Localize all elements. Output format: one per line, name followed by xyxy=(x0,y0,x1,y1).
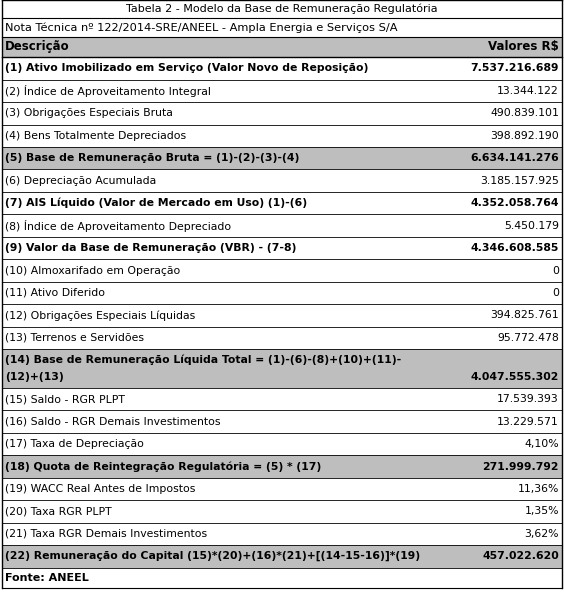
Text: (3) Obrigações Especiais Bruta: (3) Obrigações Especiais Bruta xyxy=(5,108,173,118)
Text: (5) Base de Remuneração Bruta = (1)-(2)-(3)-(4): (5) Base de Remuneração Bruta = (1)-(2)-… xyxy=(5,153,299,163)
Text: 4.352.058.764: 4.352.058.764 xyxy=(470,198,559,208)
Bar xyxy=(2,349,562,388)
Text: (2) Índice de Aproveitamento Integral: (2) Índice de Aproveitamento Integral xyxy=(5,85,211,97)
Text: (1) Ativo Imobilizado em Serviço (Valor Novo de Reposição): (1) Ativo Imobilizado em Serviço (Valor … xyxy=(5,63,368,73)
Text: (13) Terrenos e Servidões: (13) Terrenos e Servidões xyxy=(5,333,144,343)
Text: (9) Valor da Base de Remuneração (VBR) - (7-8): (9) Valor da Base de Remuneração (VBR) -… xyxy=(5,243,296,253)
Text: 17.539.393: 17.539.393 xyxy=(497,394,559,404)
Text: 490.839.101: 490.839.101 xyxy=(490,108,559,118)
Text: 6.634.141.276: 6.634.141.276 xyxy=(470,153,559,163)
Text: Nota Técnica nº 122/2014-SRE/ANEEL - Ampla Energia e Serviços S/A: Nota Técnica nº 122/2014-SRE/ANEEL - Amp… xyxy=(5,22,398,33)
Text: 0: 0 xyxy=(552,288,559,298)
Text: (16) Saldo - RGR Demais Investimentos: (16) Saldo - RGR Demais Investimentos xyxy=(5,417,221,427)
Text: 4,10%: 4,10% xyxy=(525,439,559,449)
Text: (22) Remuneração do Capital (15)*(20)+(16)*(21)+[(14-15-16)]*(19): (22) Remuneração do Capital (15)*(20)+(1… xyxy=(5,551,420,561)
Text: 7.537.216.689: 7.537.216.689 xyxy=(470,63,559,73)
Text: 4.047.555.302: 4.047.555.302 xyxy=(470,372,559,382)
Text: (12) Obrigações Especiais Líquidas: (12) Obrigações Especiais Líquidas xyxy=(5,310,195,321)
Text: Valores R$: Valores R$ xyxy=(488,40,559,53)
Text: (17) Taxa de Depreciação: (17) Taxa de Depreciação xyxy=(5,439,144,449)
Text: Descrição: Descrição xyxy=(5,40,69,53)
Text: (19) WACC Real Antes de Impostos: (19) WACC Real Antes de Impostos xyxy=(5,484,195,494)
Text: (21) Taxa RGR Demais Investimentos: (21) Taxa RGR Demais Investimentos xyxy=(5,529,207,539)
Text: (12)+(13): (12)+(13) xyxy=(5,372,64,382)
Text: 0: 0 xyxy=(552,266,559,275)
Text: 5.450.179: 5.450.179 xyxy=(504,221,559,231)
Text: (15) Saldo - RGR PLPT: (15) Saldo - RGR PLPT xyxy=(5,394,125,404)
Text: (18) Quota de Reintegração Regulatória = (5) * (17): (18) Quota de Reintegração Regulatória =… xyxy=(5,461,321,472)
Bar xyxy=(2,147,562,169)
Text: 13.229.571: 13.229.571 xyxy=(497,417,559,427)
Text: 13.344.122: 13.344.122 xyxy=(497,86,559,96)
Text: 1,35%: 1,35% xyxy=(525,506,559,516)
Text: Fonte: ANEEL: Fonte: ANEEL xyxy=(5,573,89,583)
Bar xyxy=(2,455,562,478)
Bar xyxy=(2,37,562,57)
Text: (10) Almoxarifado em Operação: (10) Almoxarifado em Operação xyxy=(5,266,180,275)
Text: 398.892.190: 398.892.190 xyxy=(490,131,559,141)
Bar xyxy=(2,545,562,568)
Text: 271.999.792: 271.999.792 xyxy=(482,462,559,471)
Text: 394.825.761: 394.825.761 xyxy=(490,310,559,320)
Text: (6) Depreciação Acumulada: (6) Depreciação Acumulada xyxy=(5,176,156,186)
Text: 457.022.620: 457.022.620 xyxy=(482,551,559,561)
Text: 11,36%: 11,36% xyxy=(518,484,559,494)
Text: (8) Índice de Aproveitamento Depreciado: (8) Índice de Aproveitamento Depreciado xyxy=(5,220,231,231)
Text: (4) Bens Totalmente Depreciados: (4) Bens Totalmente Depreciados xyxy=(5,131,186,141)
Text: (7) AIS Líquido (Valor de Mercado em Uso) (1)-(6): (7) AIS Líquido (Valor de Mercado em Uso… xyxy=(5,198,307,208)
Text: Tabela 2 - Modelo da Base de Remuneração Regulatória: Tabela 2 - Modelo da Base de Remuneração… xyxy=(126,4,438,14)
Text: (11) Ativo Diferido: (11) Ativo Diferido xyxy=(5,288,105,298)
Text: 95.772.478: 95.772.478 xyxy=(497,333,559,343)
Text: 3.185.157.925: 3.185.157.925 xyxy=(480,176,559,186)
Text: 4.346.608.585: 4.346.608.585 xyxy=(470,243,559,253)
Text: (20) Taxa RGR PLPT: (20) Taxa RGR PLPT xyxy=(5,506,112,516)
Text: (14) Base de Remuneração Líquida Total = (1)-(6)-(8)+(10)+(11)-: (14) Base de Remuneração Líquida Total =… xyxy=(5,355,401,365)
Text: 3,62%: 3,62% xyxy=(525,529,559,539)
